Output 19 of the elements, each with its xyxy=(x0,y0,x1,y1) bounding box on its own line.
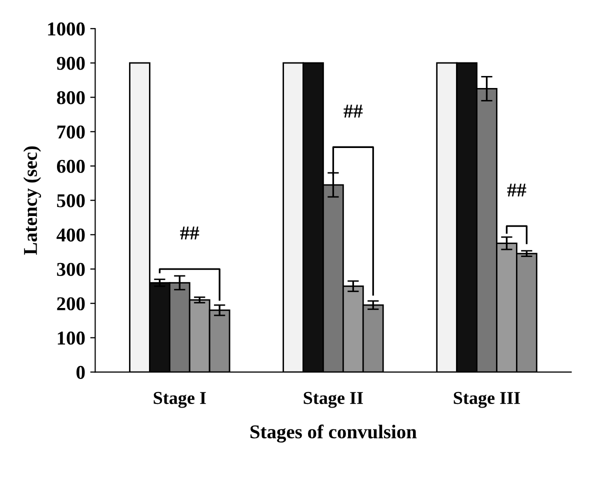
y-tick-label: 100 xyxy=(58,332,85,345)
y-tick-label: 200 xyxy=(57,297,85,310)
y-axis-title: Latency (sec) xyxy=(23,146,42,255)
y-tick-label: 600 xyxy=(56,160,85,173)
y-tick-label: 400 xyxy=(56,228,85,242)
x-tick-label: Stage III xyxy=(454,392,520,408)
x-axis-title: Stages of convulsion xyxy=(250,424,417,443)
y-tick-label: 0 xyxy=(76,366,85,379)
x-tick-label: Stage I xyxy=(154,392,206,408)
y-tick-label: 300 xyxy=(57,262,85,276)
annotation: ## xyxy=(507,184,526,196)
y-tick-label: 900 xyxy=(56,56,85,70)
y-tick-label: 1000 xyxy=(48,22,85,36)
x-tick-label: Stage II xyxy=(304,392,363,408)
y-tick-label: 500 xyxy=(57,194,85,208)
y-tick-label: 800 xyxy=(56,91,85,104)
y-tick-label: 700 xyxy=(57,125,85,139)
annotation: ## xyxy=(344,104,363,118)
annotation: ## xyxy=(180,226,200,240)
